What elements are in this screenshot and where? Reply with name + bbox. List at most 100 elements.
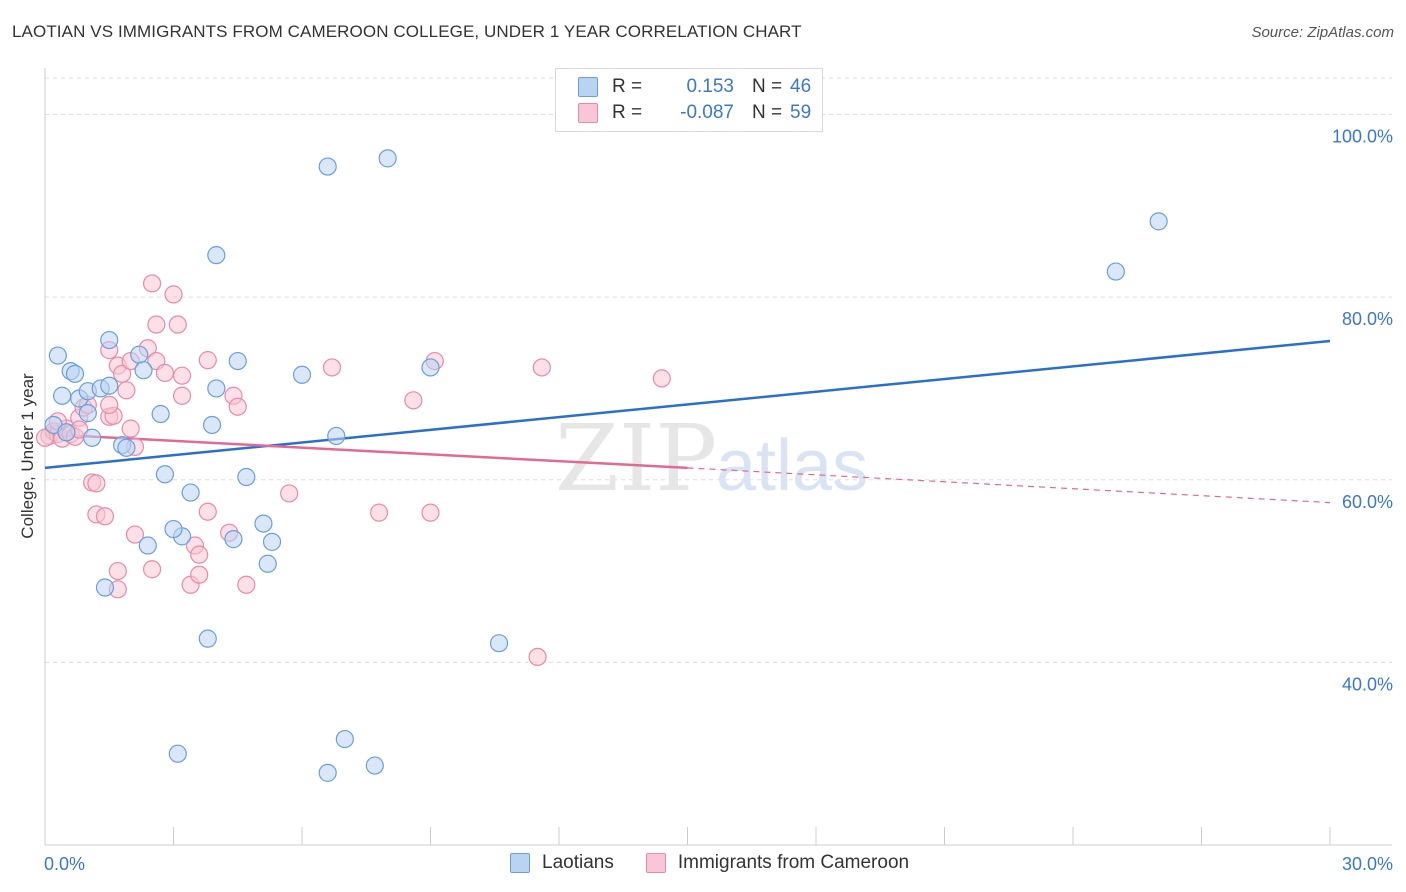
laotians-point [421,358,440,377]
legend-label-laotians: Laotians [542,852,614,873]
laotians-swatch [510,853,530,873]
stats-legend: R = 0.153 N = 46 R = -0.087 N = 59 [555,68,823,132]
y-tick-label: 40.0% [1342,674,1393,694]
laotians-point [228,351,247,371]
laotians-point [318,763,337,782]
y-tick-label: 100.0% [1332,127,1393,147]
laotians-point [1106,262,1125,281]
cameroon-point [95,507,115,526]
laotians-point [134,361,153,380]
laotians-point [53,386,72,405]
legend-label-cameroon: Immigrants from Cameroon [677,852,910,873]
laotians-point [78,404,97,423]
r-label: R = [612,76,643,97]
r-label: R = [612,102,643,123]
n-label: N = [752,76,783,97]
cameroon-point [421,503,440,522]
cameroon-point [142,560,162,579]
cameroon-point [228,397,247,416]
cameroon-point [125,525,145,544]
laotians-point [130,345,149,364]
laotians-point [95,578,115,597]
cameroon-point [370,503,389,522]
laotians-point [57,423,76,442]
cameroon-point [155,363,175,383]
n-value: 46 [790,76,812,97]
cameroon-point [172,386,192,405]
cameroon-point [87,474,106,493]
laotians-point [292,365,312,384]
laotians-point [65,364,85,383]
n-value: 59 [790,102,812,123]
cameroon-point [117,381,136,400]
axes [44,68,1392,846]
laotians-point [489,634,509,653]
laotians-trend-line [44,339,1331,470]
y-tick-label: 60.0% [1342,492,1393,512]
x-tick-label-min: 0.0% [44,854,85,874]
cameroon-point [190,565,209,584]
n-label: N = [752,102,783,123]
laotians-point [100,330,119,350]
cameroon-point [35,428,55,447]
laotians-point [254,514,273,533]
laotians-point [164,519,183,539]
r-value: 0.153 [686,76,734,97]
watermark-atlas: atlas [716,426,868,506]
laotians-point [327,426,346,446]
laotians-point [1149,212,1168,231]
laotians-point [365,756,384,775]
laotians-point [181,483,200,502]
data-points [35,149,1168,782]
cameroon-swatch [578,103,598,123]
laotians-point [168,744,187,763]
cameroon-point [108,561,127,581]
cameroon-point [172,366,192,385]
cameroon-point [190,545,209,564]
cameroon-point [100,395,119,414]
legend-row-laotians: R = 0.153 N = 46 [578,75,811,99]
cameroon-trend-extension [687,467,1331,504]
y-axis-label: College, Under 1 year [18,373,37,539]
cameroon-point [280,484,299,503]
cameroon-point [147,315,166,334]
laotians-point [335,729,354,749]
watermark-zip: ZIP [555,405,717,512]
cameroon-point [142,274,162,293]
cameroon-point [404,391,423,410]
laotians-point [83,428,102,447]
laotians-point [262,532,282,551]
trend-lines [44,339,1331,504]
laotians-point [378,149,397,168]
cameroon-point [121,419,140,438]
laotians-swatch [578,77,598,97]
laotians-point [155,465,175,484]
grid-lines [45,77,1392,663]
cameroon-point [532,358,551,377]
laotians-point [258,554,277,573]
laotians-point [48,346,67,365]
cameroon-point [237,575,256,594]
r-value: -0.087 [680,102,734,123]
laotians-point [117,438,136,457]
laotians-point [138,536,157,555]
cameroon-point [198,351,217,370]
y-tick-label: 80.0% [1342,309,1393,329]
laotians-point [207,379,226,398]
cameroon-point [164,285,183,304]
laotians-point [207,246,226,265]
cameroon-point [652,369,671,388]
source-label: Source: ZipAtlas.com [1251,24,1394,41]
laotians-point [202,415,222,435]
tick-labels: 40.0% 60.0% 80.0% 100.0% 0.0% 30.0% [44,127,1393,874]
laotians-point [224,530,243,549]
legend-item-laotians: Laotians [510,852,614,874]
cameroon-point [528,647,547,667]
laotians-point [151,404,170,424]
legend-item-cameroon: Immigrants from Cameroon [645,852,910,874]
cameroon-trend-line [44,432,688,470]
x-tick-label-max: 30.0% [1342,854,1393,874]
legend-row-cameroon: R = -0.087 N = 59 [578,101,811,125]
laotians-point [100,376,119,395]
